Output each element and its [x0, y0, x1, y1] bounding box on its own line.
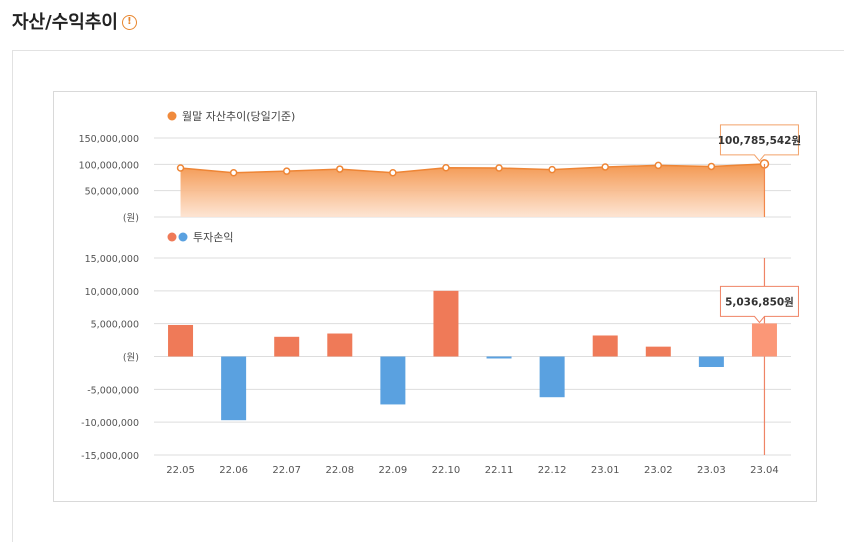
y-tick-label: 100,000,000 [79, 160, 139, 171]
profit-bar[interactable] [486, 356, 512, 359]
x-tick-label: 22.07 [272, 465, 301, 476]
profit-bar-chart: 투자손익 15,000,000 10,000,000 5,000,000 (원) -5,0… [81, 231, 799, 476]
x-tick-label: 23.03 [697, 465, 726, 476]
x-tick-label: 22.09 [379, 465, 408, 476]
profit-bar[interactable] [274, 336, 300, 357]
y-tick-label: -5,000,000 [87, 385, 139, 396]
profit-bar[interactable] [380, 356, 406, 405]
x-tick-label: 23.02 [644, 465, 673, 476]
x-tick-label: 22.06 [219, 465, 248, 476]
y-tick-label: -15,000,000 [81, 451, 139, 462]
legend-label-profit: 투자손익 [193, 231, 233, 244]
profit-bar[interactable] [433, 290, 459, 357]
x-tick-label: 22.10 [432, 465, 461, 476]
x-tick-label: 22.11 [485, 465, 514, 476]
x-tick-label: 22.05 [166, 465, 195, 476]
asset-point[interactable] [229, 169, 238, 177]
tooltip-box [719, 285, 799, 324]
legend-dot-loss [178, 232, 188, 242]
asset-point[interactable] [707, 162, 716, 171]
asset-point[interactable] [601, 163, 609, 171]
asset-area [180, 163, 765, 217]
chart-container: 월말 자산추이(당일기준) 150,000,000 100,000,000 50,00… [53, 91, 817, 502]
y-tick-label: -10,000,000 [81, 418, 139, 429]
legend-dot-profit [167, 232, 177, 242]
asset-point[interactable] [442, 164, 450, 172]
asset-profit-chart: 월말 자산추이(당일기준) 150,000,000 100,000,000 50,00… [79, 109, 802, 476]
profit-bar[interactable] [168, 324, 194, 357]
profit-tooltip: 5,036,850원 [719, 285, 799, 324]
asset-area-chart: 월말 자산추이(당일기준) 150,000,000 100,000,000 50,00… [79, 109, 802, 224]
asset-line [180, 163, 765, 174]
y-tick-label: 150,000,000 [79, 134, 139, 145]
asset-point[interactable] [282, 167, 291, 175]
y-tick-label: 10,000,000 [85, 287, 139, 298]
y-tick-label: 5,000,000 [91, 320, 139, 331]
x-tick-label: 22.12 [538, 465, 567, 476]
asset-point[interactable] [548, 165, 556, 174]
tooltip-box [719, 124, 799, 162]
profit-bar[interactable] [751, 323, 777, 357]
page-title-text: 자산/수익추이 [12, 12, 118, 33]
profit-bar[interactable] [698, 356, 724, 368]
legend-label-asset: 월말 자산추이(당일기준) [182, 109, 295, 123]
x-tick-label: 22.08 [325, 465, 354, 476]
profit-bar[interactable] [645, 346, 671, 357]
asset-point[interactable] [389, 169, 397, 177]
tooltip-text: 100,785,542원 [718, 134, 801, 147]
profit-bar[interactable] [539, 356, 565, 398]
legend-dot-asset [167, 111, 177, 121]
content-panel [12, 50, 844, 542]
tooltip-text: 5,036,850원 [725, 295, 794, 308]
info-icon[interactable]: ! [121, 14, 137, 30]
y-tick-label: (원) [123, 353, 139, 364]
asset-point[interactable] [654, 161, 663, 170]
x-tick-label: 23.01 [591, 465, 620, 476]
y-tick-label: 15,000,000 [85, 254, 139, 265]
profit-bar[interactable] [327, 333, 353, 357]
page-title: 자산/수익추이 ! [12, 8, 137, 34]
profit-bar[interactable] [592, 335, 618, 357]
asset-tooltip: 100,785,542원 [718, 124, 801, 162]
asset-point[interactable] [336, 165, 344, 173]
y-tick-label: 50,000,000 [85, 187, 139, 198]
asset-point[interactable] [495, 164, 503, 172]
y-tick-label: (원) [123, 213, 139, 224]
asset-point[interactable] [176, 164, 185, 172]
profit-bar[interactable] [221, 356, 247, 421]
x-tick-label: 23.04 [750, 465, 779, 476]
